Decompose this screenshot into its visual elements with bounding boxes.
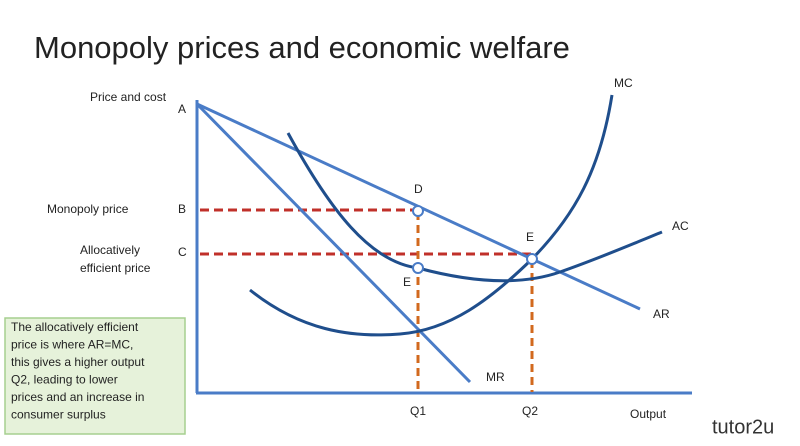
- note-line: The allocatively efficient: [11, 320, 139, 334]
- note-line: this gives a higher output: [11, 355, 145, 369]
- y-axis-label: Price and cost: [90, 90, 167, 104]
- label-q2: Q2: [522, 404, 538, 418]
- label-a: A: [178, 102, 186, 116]
- note-line: prices and an increase in: [11, 390, 144, 404]
- efficient-price-label: efficient price: [80, 261, 151, 275]
- point-e-lower: [412, 262, 424, 274]
- label-e-lower: E: [403, 275, 411, 289]
- note-line: price is where AR=MC,: [11, 338, 133, 352]
- label-ac: AC: [672, 219, 689, 233]
- ac-curve: [286, 132, 663, 283]
- note: The allocatively efficient price is where…: [11, 320, 145, 422]
- point-d: [412, 205, 424, 217]
- label-b: B: [178, 202, 186, 216]
- label-mr: MR: [486, 370, 505, 384]
- label-e-upper: E: [526, 230, 534, 244]
- label-c: C: [178, 245, 187, 259]
- efficient-price-label: Allocatively: [80, 243, 140, 257]
- monopoly-price-label: Monopoly price: [47, 202, 129, 216]
- label-ar: AR: [653, 307, 670, 321]
- mc-curve: [249, 94, 614, 337]
- note-line: Q2, leading to lower: [11, 373, 118, 387]
- note-box: [4, 317, 186, 435]
- x-axis-label: Output: [630, 407, 667, 421]
- label-d: D: [414, 182, 423, 196]
- label-mc: MC: [614, 76, 633, 90]
- point-e-upper: [526, 253, 538, 265]
- note-line: consumer surplus: [11, 408, 106, 422]
- title: Monopoly prices and economic welfare: [34, 30, 570, 65]
- label-q1: Q1: [410, 404, 426, 418]
- mr-curve: [195, 102, 472, 384]
- logo: tutor2u: [712, 416, 774, 438]
